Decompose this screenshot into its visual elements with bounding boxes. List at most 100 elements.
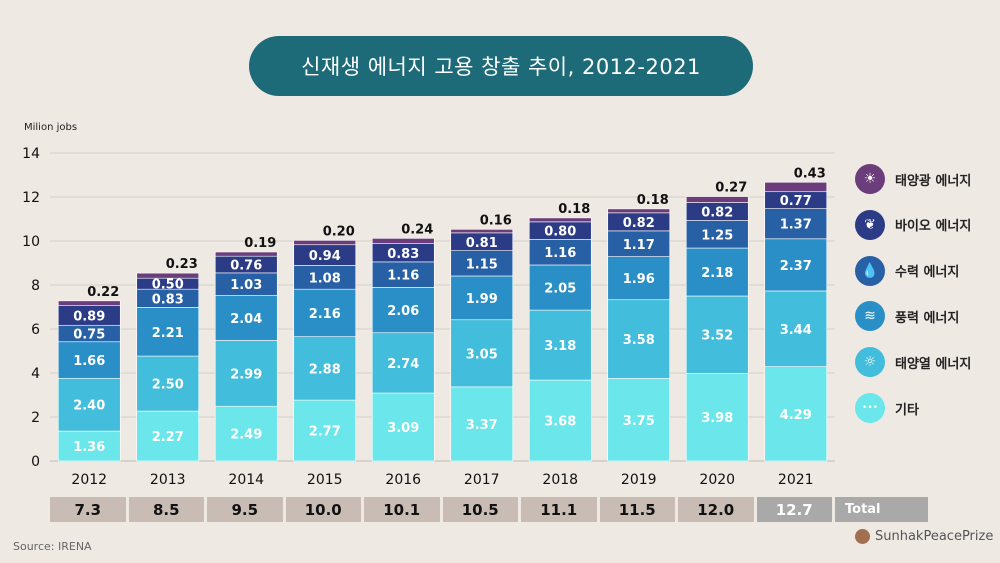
data-label: 0.94 <box>309 249 341 264</box>
data-label: 0.43 <box>794 166 826 181</box>
bar-segment <box>57 300 121 306</box>
data-label: 1.16 <box>387 269 419 284</box>
data-label: 2.06 <box>387 304 419 319</box>
bar-segment <box>764 238 828 292</box>
bar-segment <box>371 238 435 244</box>
bar-segment <box>528 379 592 462</box>
x-tick-label: 2017 <box>464 472 500 488</box>
bar-segment <box>293 288 357 337</box>
data-label: 2.37 <box>780 259 812 274</box>
data-label: 0.23 <box>166 257 198 272</box>
data-label: 1.17 <box>623 238 655 253</box>
bar-segment <box>371 261 435 288</box>
data-label: 3.68 <box>544 415 576 430</box>
solar-pv-icon: ☀ <box>855 164 885 194</box>
data-label: 2.50 <box>152 378 184 393</box>
data-label: 3.52 <box>701 329 733 344</box>
bar-segment <box>528 217 592 223</box>
bar-segment <box>685 247 749 297</box>
source-note: Source: IRENA <box>13 540 92 553</box>
data-label: 0.75 <box>73 328 105 343</box>
data-label: 3.37 <box>466 418 498 433</box>
x-tick-label: 2019 <box>621 472 657 488</box>
data-label: 0.83 <box>387 247 419 262</box>
y-tick-label: 2 <box>31 410 40 426</box>
legend-label: 태양광 에너지 <box>895 173 972 189</box>
bar-segment <box>293 399 357 462</box>
data-label: 0.27 <box>715 181 747 196</box>
bar-segment <box>528 309 592 381</box>
legend-label: 수력 에너지 <box>895 265 960 281</box>
bar-segment <box>57 377 121 432</box>
x-tick-label: 2018 <box>542 472 578 488</box>
legend-label: 태양열 에너지 <box>895 356 972 372</box>
x-tick-label: 2015 <box>307 472 343 488</box>
bar-segment <box>57 341 121 379</box>
data-label: 3.09 <box>387 421 419 436</box>
data-label: 0.77 <box>780 194 812 209</box>
wind-icon: ≋ <box>855 301 885 332</box>
data-label: 2.74 <box>387 357 419 372</box>
bar-segment <box>136 355 200 412</box>
total-value: 10.1 <box>364 497 440 522</box>
bar-segment <box>214 340 278 407</box>
legend-item: ❦ 바이오 에너지 <box>855 208 995 242</box>
data-label: 2.18 <box>701 266 733 281</box>
data-label: 1.96 <box>623 272 655 287</box>
data-label: 2.88 <box>309 362 341 377</box>
legend-label: 풍력 에너지 <box>895 310 960 326</box>
total-value: 11.1 <box>521 497 597 522</box>
bar-segment <box>214 295 278 341</box>
total-value: 10.5 <box>442 497 518 522</box>
bar-segment <box>764 208 828 240</box>
data-label: 2.40 <box>73 399 105 414</box>
data-label: 0.82 <box>701 206 733 221</box>
y-tick-label: 10 <box>22 234 40 250</box>
y-tick-label: 14 <box>22 146 40 162</box>
data-label: 1.08 <box>309 271 341 286</box>
data-label: 3.44 <box>780 323 812 338</box>
data-label: 1.99 <box>466 292 498 307</box>
data-label: 2.04 <box>230 312 262 327</box>
data-label: 2.27 <box>152 430 184 445</box>
data-label: 1.03 <box>230 278 262 293</box>
totals-row: 7.3 8.5 9.5 10.0 10.1 10.5 11.1 11.5 12.0 12.7 Tot… <box>50 497 928 522</box>
bar-segment <box>450 250 514 277</box>
legend-item: ☼ 태양열 에너지 <box>855 345 995 379</box>
data-label: 0.76 <box>230 259 262 274</box>
bar-segment <box>764 181 828 193</box>
data-label: 3.18 <box>544 339 576 354</box>
bar-segment <box>136 307 200 357</box>
data-label: 0.16 <box>480 213 512 228</box>
bar-segment <box>293 240 357 246</box>
data-label: 0.19 <box>244 236 276 251</box>
legend-label: 바이오 에너지 <box>895 219 972 235</box>
data-label: 0.24 <box>401 222 433 237</box>
x-tick-label: 2021 <box>778 472 814 488</box>
total-value: 10.0 <box>285 497 361 522</box>
bar-segment <box>607 378 671 462</box>
bar-segment <box>607 299 671 379</box>
data-label: 1.15 <box>466 257 498 272</box>
total-value: 8.5 <box>128 497 204 522</box>
bar-segment <box>371 287 435 334</box>
brand-name: SunhakPeacePrize <box>875 529 994 544</box>
leaf-icon: ❦ <box>855 209 885 240</box>
data-label: 3.75 <box>623 414 655 429</box>
y-tick-label: 8 <box>31 278 40 294</box>
bar-segment <box>764 366 828 462</box>
bar-segment <box>450 319 514 388</box>
data-label: 3.05 <box>466 347 498 362</box>
legend-item: ≋ 풍력 에너지 <box>855 299 995 333</box>
bar-segment <box>57 430 121 462</box>
data-label: 1.66 <box>73 354 105 369</box>
bar-segment <box>450 229 514 234</box>
data-label: 0.81 <box>466 236 498 251</box>
brand: SunhakPeacePrize <box>855 529 993 544</box>
data-label: 2.49 <box>230 428 262 443</box>
bar-segment <box>607 256 671 301</box>
bar-segment <box>450 386 514 462</box>
bar-segment <box>528 264 592 311</box>
bar-segment <box>371 392 435 462</box>
x-tick-label: 2013 <box>150 472 186 488</box>
